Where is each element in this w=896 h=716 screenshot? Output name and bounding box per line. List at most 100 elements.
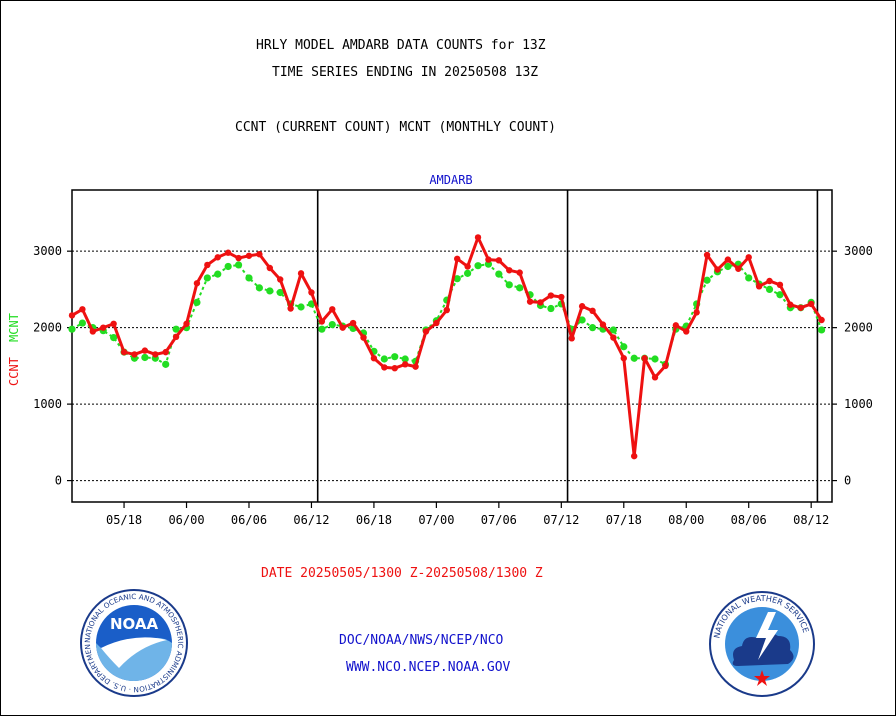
point-mcnt xyxy=(255,284,263,292)
point-ccnt xyxy=(110,320,117,328)
point-mcnt xyxy=(391,353,399,361)
point-mcnt xyxy=(547,304,555,313)
date-range: DATE 20250505/1300 Z-20250508/1300 Z xyxy=(261,566,543,581)
point-mcnt xyxy=(380,355,388,363)
point-mcnt xyxy=(495,270,503,278)
website-link[interactable]: WWW.NCO.NCEP.NOAA.GOV xyxy=(346,660,511,675)
point-ccnt xyxy=(391,364,398,372)
chart-title: AMDARB xyxy=(429,173,472,187)
point-ccnt xyxy=(766,277,773,285)
point-ccnt xyxy=(526,298,534,305)
chart-series xyxy=(68,234,826,460)
point-ccnt xyxy=(620,355,627,362)
point-mcnt xyxy=(703,276,711,284)
point-ccnt xyxy=(464,263,471,270)
point-mcnt xyxy=(474,262,482,270)
point-ccnt xyxy=(329,306,336,313)
chart: AMDARB 0 0 1000 1000 2000 2000 3000 3000 05/18 06… xyxy=(7,173,873,527)
point-ccnt xyxy=(578,303,586,310)
point-mcnt xyxy=(78,319,87,327)
x-tick-label: 08/06 xyxy=(731,513,767,527)
point-ccnt xyxy=(370,355,378,362)
point-ccnt xyxy=(735,265,742,272)
point-mcnt xyxy=(110,333,118,342)
header-subtitle: TIME SERIES ENDING IN 20250508 13Z xyxy=(272,65,539,80)
point-mcnt xyxy=(297,303,305,311)
point-ccnt xyxy=(68,312,76,319)
point-ccnt xyxy=(381,364,388,371)
point-ccnt xyxy=(683,328,690,335)
point-ccnt xyxy=(162,348,169,356)
point-ccnt xyxy=(152,351,159,358)
y-tick-label-right: 0 xyxy=(844,474,851,488)
point-ccnt xyxy=(204,261,211,269)
header-title: HRLY MODEL AMDARB DATA COUNTS for 13Z xyxy=(256,38,546,53)
nws-logo[interactable]: NATIONAL WEATHER SERVICE xyxy=(708,590,816,698)
point-ccnt xyxy=(662,362,669,370)
point-mcnt xyxy=(68,325,76,333)
point-ccnt xyxy=(183,320,190,328)
point-ccnt xyxy=(433,319,440,327)
point-ccnt xyxy=(818,316,825,324)
x-tick-label: 06/12 xyxy=(293,513,329,527)
point-mcnt xyxy=(453,275,461,283)
y-tick-label-left: 0 xyxy=(55,474,62,488)
point-ccnt xyxy=(235,254,242,262)
point-ccnt xyxy=(516,269,523,276)
noaa-logo-center-text: NOAA xyxy=(110,615,159,633)
point-mcnt xyxy=(651,355,659,363)
y-tick-label-right: 3000 xyxy=(844,244,873,258)
point-ccnt xyxy=(454,255,461,263)
point-ccnt xyxy=(224,249,232,256)
point-ccnt xyxy=(610,334,617,341)
point-mcnt xyxy=(172,325,180,333)
y-tick-label-right: 1000 xyxy=(844,397,873,411)
series-line-ccnt xyxy=(71,235,823,458)
y-tick-label-right: 2000 xyxy=(844,321,873,335)
x-tick-label: 08/00 xyxy=(668,513,704,527)
point-mcnt xyxy=(724,262,732,271)
point-ccnt xyxy=(672,322,680,329)
point-ccnt xyxy=(599,321,607,328)
x-tick-label: 06/18 xyxy=(356,513,392,527)
point-mcnt xyxy=(203,274,211,282)
point-mcnt xyxy=(307,300,316,308)
point-mcnt xyxy=(516,284,524,292)
point-ccnt xyxy=(100,324,107,331)
point-ccnt xyxy=(651,374,659,381)
org-path-link[interactable]: DOC/NOAA/NWS/NCEP/NCO xyxy=(339,633,504,648)
point-ccnt xyxy=(287,305,294,312)
point-mcnt xyxy=(214,270,222,278)
point-mcnt xyxy=(578,316,586,324)
point-ccnt xyxy=(120,348,128,356)
point-ccnt xyxy=(568,335,575,342)
point-ccnt xyxy=(339,324,346,331)
point-mcnt xyxy=(776,291,784,299)
point-ccnt xyxy=(495,257,503,264)
point-ccnt xyxy=(506,267,513,274)
y-axis-label-mcnt: MCNT xyxy=(7,313,21,342)
point-mcnt xyxy=(588,324,597,332)
point-ccnt xyxy=(277,276,284,283)
y-axis-label-ccnt: CCNT xyxy=(7,357,21,386)
point-ccnt xyxy=(693,309,700,316)
point-ccnt xyxy=(349,319,357,327)
point-mcnt xyxy=(162,360,170,368)
point-mcnt xyxy=(484,260,493,268)
axis-ticks: 0 0 1000 1000 2000 2000 3000 3000 05/18 06/00 06/0… xyxy=(33,244,873,527)
point-ccnt xyxy=(589,307,596,315)
point-mcnt xyxy=(505,281,513,289)
point-ccnt xyxy=(245,252,253,259)
point-ccnt xyxy=(787,301,794,308)
point-mcnt xyxy=(234,261,243,269)
x-tick-label: 07/06 xyxy=(481,513,517,527)
point-mcnt xyxy=(630,354,638,362)
point-mcnt xyxy=(141,353,149,362)
x-tick-label: 07/18 xyxy=(606,513,642,527)
point-ccnt xyxy=(443,306,450,314)
x-tick-label: 06/00 xyxy=(168,513,204,527)
point-mcnt xyxy=(224,262,232,271)
noaa-logo[interactable]: NOAA NATIONAL OCEANIC AND ATMOSPHERIC AD… xyxy=(79,588,189,698)
point-ccnt xyxy=(630,452,638,460)
point-ccnt xyxy=(79,306,86,313)
